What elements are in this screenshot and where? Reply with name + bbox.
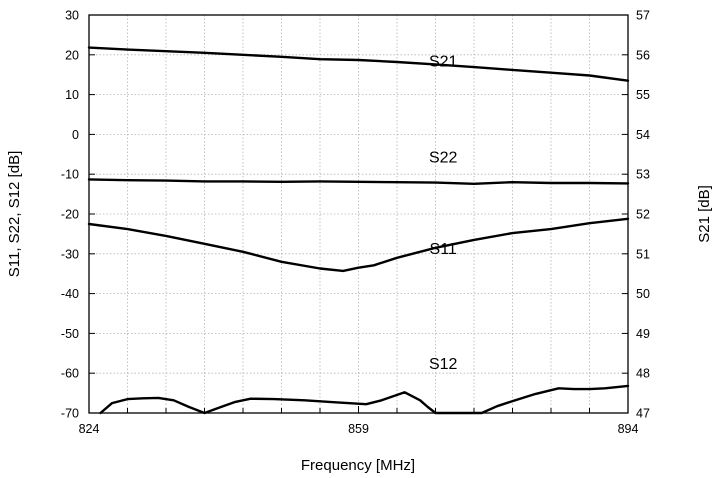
y-left-tick-label: -40: [61, 287, 79, 301]
y-right-tick-label: 47: [636, 407, 650, 421]
y-right-tick-label: 55: [636, 88, 650, 102]
y-left-tick-label: -70: [61, 407, 79, 421]
axis-ticks: [88, 14, 629, 414]
series-line-s21: [87, 46, 630, 82]
y-left-tick-label: -50: [61, 327, 79, 341]
tick-labels: 824 859 894 30 20 10 0 -10 -20 -30 -40 -50 -60 -70 57 5…: [61, 9, 650, 437]
series-label-s11: S11: [430, 241, 457, 258]
y-right-tick-label: 51: [636, 247, 650, 261]
y-right-tick-label: 53: [636, 168, 650, 182]
series: [87, 46, 630, 415]
series-line-s12: [99, 384, 630, 415]
series-label-s21: S21: [429, 54, 458, 71]
x-axis-title: Frequency [MHz]: [301, 457, 415, 474]
series-label-s12: S12: [429, 356, 458, 373]
y-right-tick-label: 49: [636, 327, 650, 341]
y-left-tick-label: -10: [61, 168, 79, 182]
grid: [89, 15, 628, 413]
y-right-tick-label: 57: [636, 9, 650, 23]
series-line-s22: [87, 178, 630, 186]
x-tick-label: 824: [79, 422, 100, 436]
y-right-tick-label: 56: [636, 48, 650, 62]
y-left-tick-label: 0: [72, 128, 79, 142]
y-left-tick-label: -20: [61, 208, 79, 222]
y-right-tick-label: 52: [636, 208, 650, 222]
x-tick-label: 894: [618, 422, 639, 436]
y-axis-title-left: S11, S22, S12 [dB]: [6, 151, 23, 277]
y-left-tick-label: 20: [65, 48, 79, 62]
series-label-s22: S22: [429, 149, 458, 166]
series-labels: S21 S22 S11 S12: [429, 54, 458, 373]
series-line-s11: [87, 217, 630, 273]
y-right-tick-label: 48: [636, 367, 650, 381]
y-axis-title-right: S21 [dB]: [696, 185, 713, 243]
y-right-tick-label: 50: [636, 287, 650, 301]
y-left-tick-label: -30: [61, 247, 79, 261]
y-left-tick-label: -60: [61, 367, 79, 381]
y-right-tick-label: 54: [636, 128, 650, 142]
y-left-tick-label: 30: [65, 9, 79, 23]
y-left-tick-label: 10: [65, 88, 79, 102]
x-tick-label: 859: [348, 422, 369, 436]
